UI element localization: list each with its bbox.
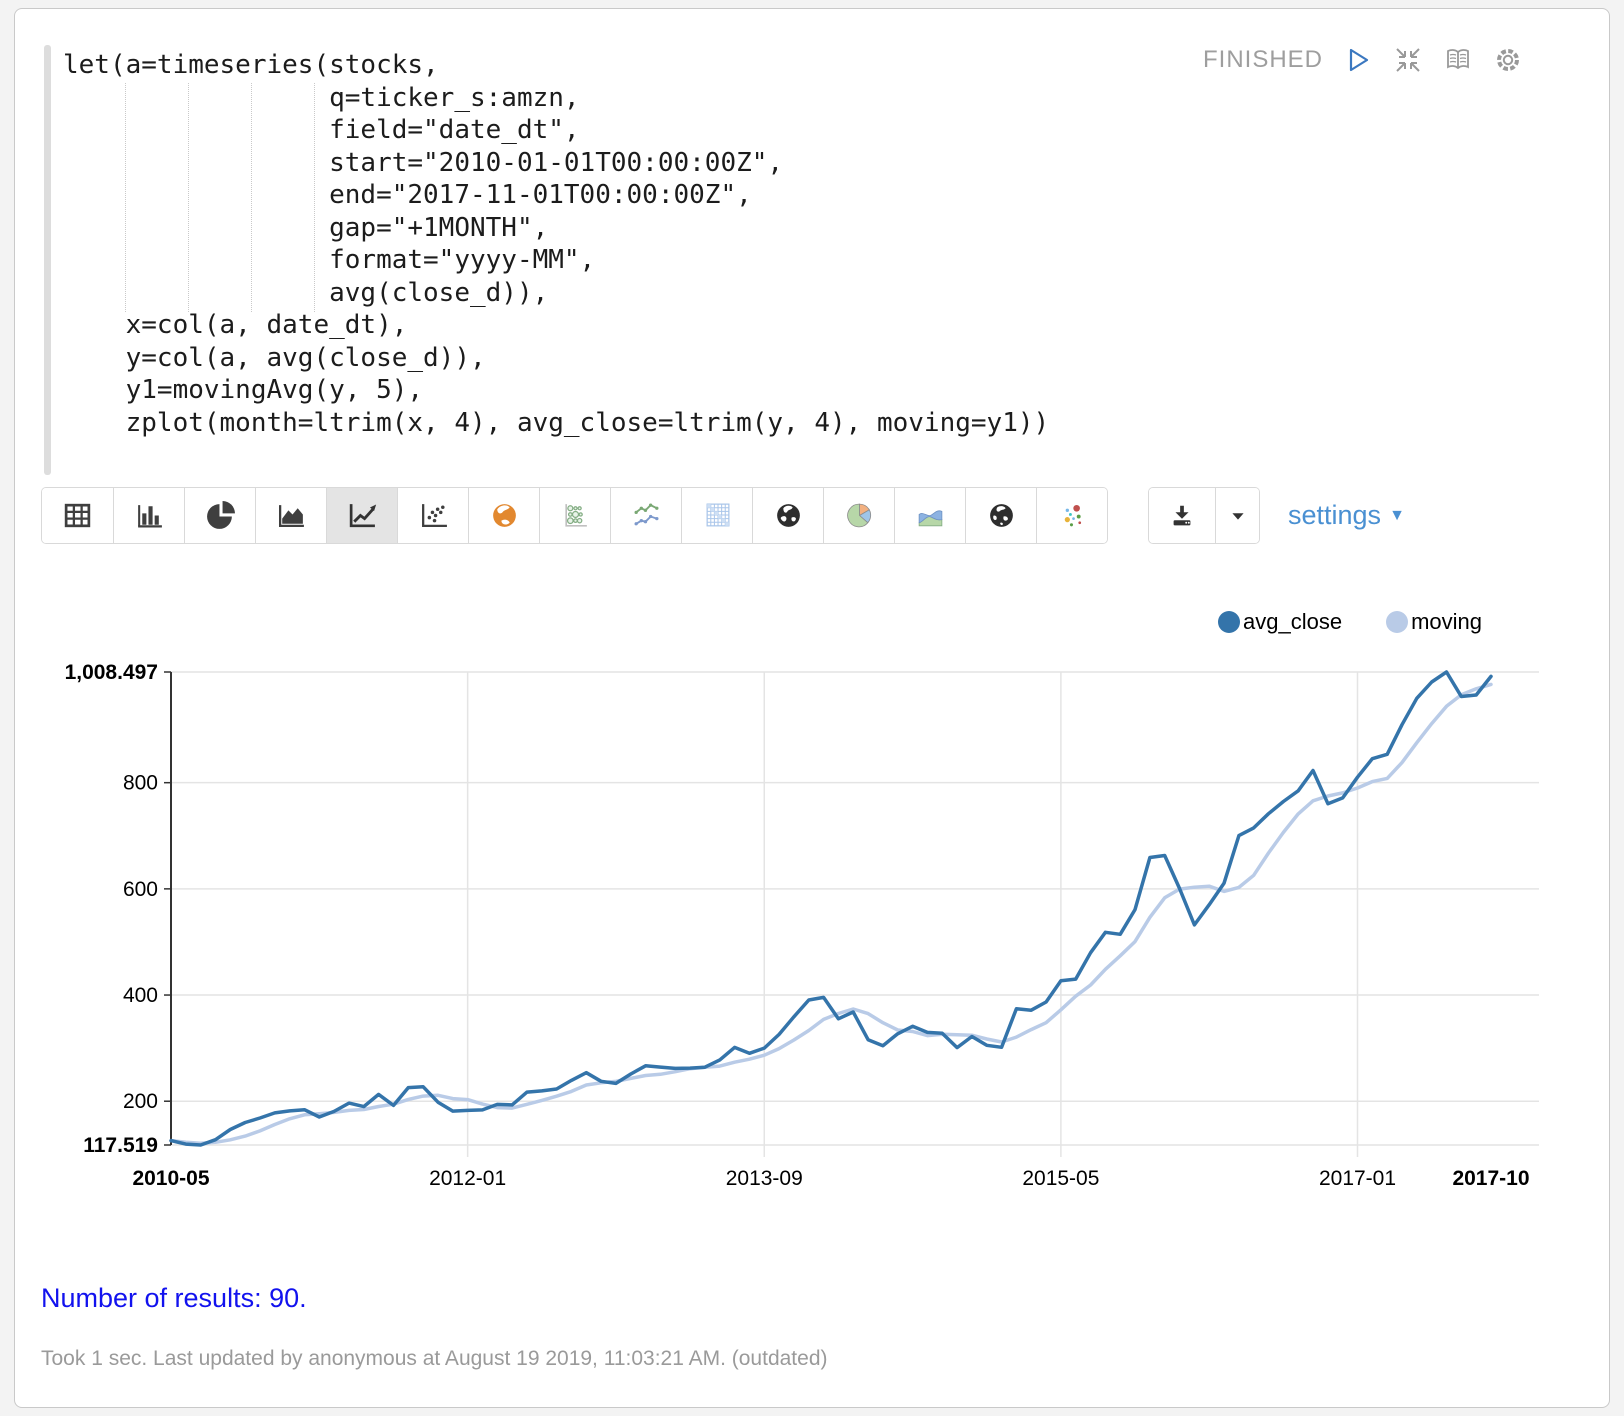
run-play-icon[interactable]: [1343, 45, 1373, 75]
svg-text:2013-09: 2013-09: [726, 1167, 803, 1190]
svg-text:800: 800: [123, 772, 158, 795]
legend-label: avg_close: [1243, 609, 1343, 634]
table-button[interactable]: [42, 488, 113, 543]
svg-text:1,008.497: 1,008.497: [65, 661, 158, 684]
stream-chart-button[interactable]: [894, 488, 965, 543]
map-globe-orange-button[interactable]: [468, 488, 539, 543]
pie-chart-colored-button[interactable]: [823, 488, 894, 543]
chart-legend: avg_close moving: [1218, 609, 1482, 635]
scatter-colored-button[interactable]: [1036, 488, 1107, 543]
show-editor-book-icon[interactable]: [1443, 45, 1473, 75]
indent-guide: [314, 83, 315, 312]
heatmap-button[interactable]: [681, 488, 752, 543]
svg-text:600: 600: [123, 878, 158, 901]
chart-type-group: [41, 487, 1108, 544]
settings-caret-icon: ▼: [1389, 506, 1405, 524]
svg-text:117.519: 117.519: [83, 1134, 158, 1157]
multi-line-chart-button[interactable]: [610, 488, 681, 543]
indent-guide: [125, 83, 126, 312]
collapse-icon[interactable]: [1393, 45, 1423, 75]
globe-dark-button[interactable]: [752, 488, 823, 543]
indent-guide: [251, 83, 252, 312]
svg-text:2017-01: 2017-01: [1319, 1167, 1396, 1190]
svg-text:200: 200: [123, 1090, 158, 1113]
svg-text:2017-10: 2017-10: [1452, 1167, 1529, 1190]
settings-link[interactable]: settings ▼: [1288, 500, 1405, 531]
svg-text:2012-01: 2012-01: [429, 1167, 506, 1190]
status-bar-text: Took 1 sec. Last updated by anonymous at…: [41, 1347, 828, 1370]
visualization-toolbar: settings ▼: [41, 487, 1583, 544]
scatter-chart-button[interactable]: [397, 488, 468, 543]
svg-text:2015-05: 2015-05: [1022, 1167, 1099, 1190]
results-count-text: Number of results: 90.: [41, 1283, 307, 1313]
editor-gutter-bar: [44, 45, 51, 475]
pie-chart-button[interactable]: [184, 488, 255, 543]
gear-icon[interactable]: [1493, 45, 1523, 75]
paragraph-status: FINISHED: [1202, 46, 1323, 73]
legend-item-avg-close[interactable]: avg_close: [1218, 609, 1342, 635]
svg-text:2010-05: 2010-05: [132, 1167, 209, 1190]
code-editor[interactable]: let(a=timeseries(stocks, q=ticker_s:amzn…: [63, 50, 1050, 438]
download-button[interactable]: [1149, 488, 1215, 543]
indent-guide: [188, 83, 189, 312]
svg-text:400: 400: [123, 984, 158, 1007]
bar-chart-button[interactable]: [113, 488, 184, 543]
area-chart-button[interactable]: [255, 488, 326, 543]
line-chart: 117.519 200 400 600 800 1,008.497 2010-05 2012-…: [65, 661, 1539, 1190]
moving-dot: [1386, 611, 1409, 633]
line-chart-button[interactable]: [326, 488, 397, 543]
paragraph-controls: FINISHED: [1203, 45, 1523, 75]
avg-close-dot: [1218, 611, 1240, 633]
download-options-caret[interactable]: [1215, 488, 1259, 543]
paragraph-card: let(a=timeseries(stocks, q=ticker_s:amzn…: [14, 8, 1610, 1408]
download-group: [1148, 487, 1260, 544]
settings-label: settings: [1288, 500, 1382, 530]
globe-dark-2-button[interactable]: [965, 488, 1036, 543]
bubble-chart-button[interactable]: [539, 488, 610, 543]
legend-item-moving[interactable]: moving: [1386, 609, 1482, 635]
legend-label: moving: [1411, 609, 1482, 634]
chart-area: 117.519 200 400 600 800 1,008.497 2010-05 2012-…: [15, 569, 1609, 1199]
